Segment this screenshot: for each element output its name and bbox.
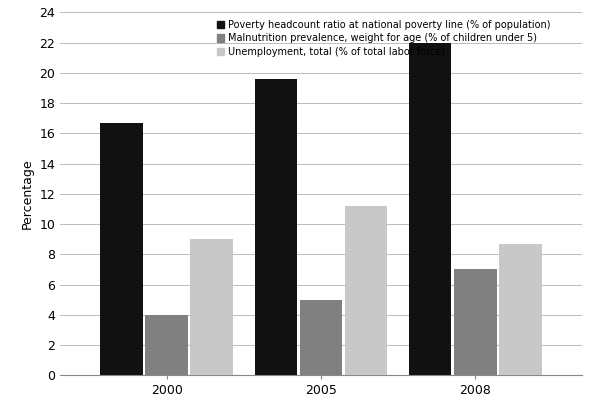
Bar: [454, 269, 497, 375]
Bar: [100, 123, 143, 375]
Bar: [190, 239, 233, 375]
Bar: [254, 79, 297, 375]
Y-axis label: Percentage: Percentage: [21, 158, 34, 229]
Bar: [299, 300, 343, 375]
Bar: [499, 244, 542, 375]
Bar: [345, 206, 388, 375]
Bar: [409, 42, 451, 375]
Legend: Poverty headcount ratio at national poverty line (% of population), Malnutrition: Poverty headcount ratio at national pove…: [214, 17, 554, 60]
Bar: [145, 315, 188, 375]
